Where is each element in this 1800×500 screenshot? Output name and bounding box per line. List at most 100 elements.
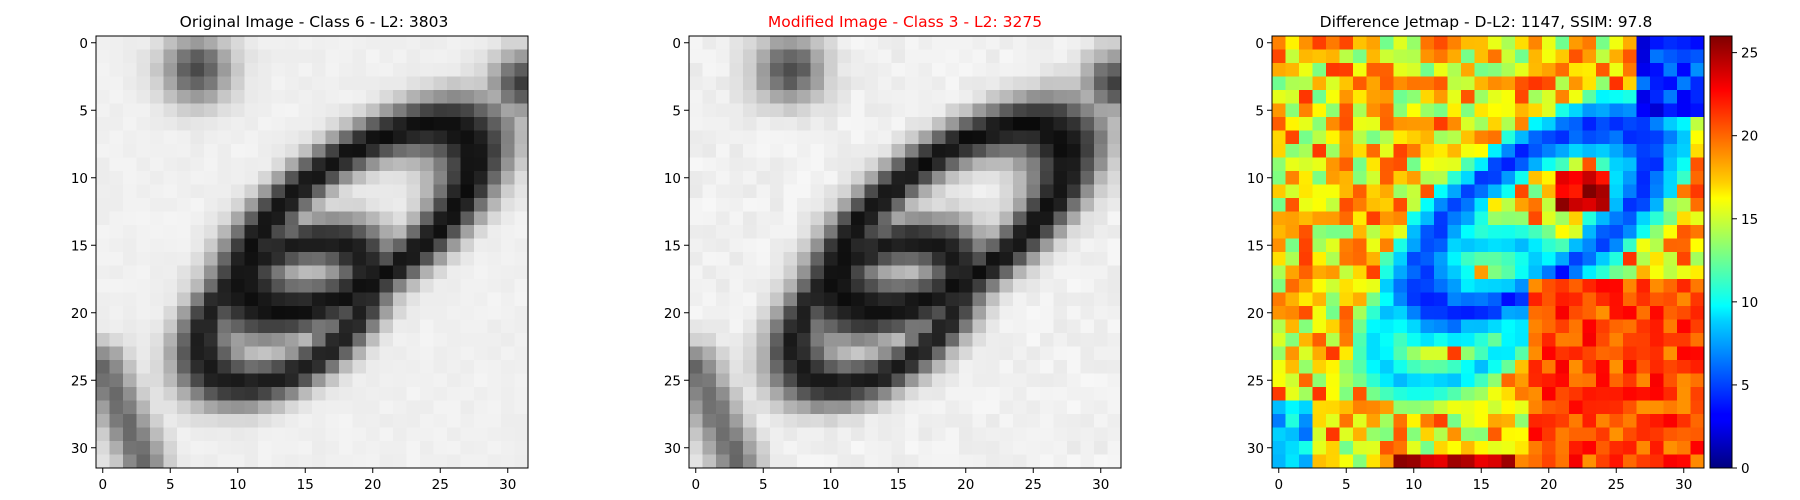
heatmap-cell: [770, 144, 784, 158]
heatmap-cell: [1393, 225, 1408, 239]
heatmap-cell: [716, 387, 730, 401]
heatmap-cell: [1582, 117, 1597, 131]
heatmap-cell: [487, 454, 502, 469]
heatmap-cell: [1555, 360, 1570, 374]
heatmap-cell: [258, 198, 272, 212]
heatmap-cell: [864, 49, 879, 64]
heatmap-cell: [231, 225, 245, 239]
heatmap-cell: [986, 36, 1000, 50]
heatmap-cell: [1555, 252, 1570, 266]
heatmap-cell: [109, 36, 124, 50]
heatmap-cell: [1623, 454, 1637, 469]
heatmap-cell: [932, 306, 946, 320]
heatmap-cell: [163, 225, 178, 239]
heatmap-cell: [945, 333, 960, 347]
heatmap-cell: [420, 238, 434, 253]
heatmap-cell: [702, 454, 717, 469]
heatmap-cell: [1393, 103, 1408, 118]
heatmap-cell: [797, 454, 811, 469]
heatmap-cell: [379, 454, 394, 469]
heatmap-cell: [204, 319, 218, 334]
heatmap-cell: [1609, 265, 1624, 280]
heatmap-cell: [824, 90, 838, 104]
heatmap-cell: [1677, 292, 1691, 307]
heatmap-cell: [1094, 427, 1108, 442]
heatmap-cell: [501, 333, 515, 347]
heatmap-cell: [447, 360, 461, 374]
heatmap-cell: [851, 157, 865, 172]
heatmap-cell: [1353, 90, 1367, 104]
heatmap-cell: [1067, 387, 1081, 401]
heatmap-cell: [1299, 49, 1313, 64]
heatmap-cell: [285, 103, 299, 118]
heatmap-cell: [1677, 441, 1691, 455]
heatmap-cell: [271, 265, 286, 280]
heatmap-cell: [514, 427, 529, 442]
heatmap-cell: [1461, 130, 1475, 145]
heatmap-cell: [1555, 117, 1570, 131]
heatmap-cell: [420, 319, 434, 334]
heatmap-cell: [1690, 117, 1705, 131]
heatmap-cell: [891, 414, 906, 428]
heatmap-cell: [1623, 265, 1637, 280]
heatmap-cell: [1067, 130, 1081, 145]
heatmap-cell: [1013, 441, 1027, 455]
heatmap-cell: [420, 184, 434, 199]
heatmap-cell: [379, 171, 394, 185]
heatmap-cell: [878, 441, 892, 455]
y-tick-label: 20: [664, 306, 681, 322]
heatmap-cell: [217, 144, 232, 158]
heatmap-cell: [460, 90, 475, 104]
heatmap-cell: [689, 49, 703, 64]
heatmap-cell: [96, 414, 110, 428]
heatmap-cell: [204, 346, 218, 361]
heatmap-cell: [824, 157, 838, 172]
heatmap-cell: [1393, 238, 1408, 253]
heatmap-cell: [1407, 90, 1421, 104]
heatmap-cell: [905, 238, 919, 253]
x-tick-label: 5: [1342, 477, 1351, 493]
heatmap-cell: [1636, 36, 1651, 50]
x-tick-label: 25: [1025, 477, 1042, 493]
heatmap-cell: [1272, 103, 1286, 118]
heatmap-cell: [1067, 292, 1081, 307]
heatmap-cell: [190, 360, 205, 374]
heatmap-cell: [1636, 238, 1651, 253]
heatmap-cell: [1080, 319, 1095, 334]
heatmap-cell: [285, 400, 299, 415]
heatmap-cell: [109, 387, 124, 401]
heatmap-cell: [379, 306, 394, 320]
heatmap-cell: [1582, 198, 1597, 212]
heatmap-cell: [986, 400, 1000, 415]
heatmap-cell: [393, 49, 407, 64]
heatmap-cell: [96, 117, 110, 131]
heatmap-cell: [393, 360, 407, 374]
heatmap-cell: [1555, 414, 1570, 428]
heatmap-cell: [1053, 252, 1068, 266]
heatmap-cell: [891, 117, 906, 131]
heatmap-cell: [447, 103, 461, 118]
heatmap-cell: [406, 76, 421, 91]
heatmap-cell: [864, 130, 879, 145]
heatmap-cell: [1596, 76, 1610, 91]
heatmap-cell: [1677, 427, 1691, 442]
heatmap-cell: [163, 184, 178, 199]
heatmap-cell: [729, 292, 744, 307]
heatmap-cell: [972, 400, 987, 415]
heatmap-cell: [1312, 238, 1327, 253]
heatmap-cell: [918, 225, 933, 239]
heatmap-cell: [918, 346, 933, 361]
heatmap-cell: [810, 211, 825, 226]
heatmap-cell: [1501, 103, 1516, 118]
heatmap-cell: [1690, 211, 1705, 226]
heatmap-cell: [298, 400, 313, 415]
heatmap-cell: [150, 454, 164, 469]
heatmap-cell: [1569, 414, 1583, 428]
heatmap-cell: [285, 373, 299, 388]
heatmap-cell: [999, 49, 1014, 64]
heatmap-cell: [1434, 36, 1448, 50]
heatmap-cell: [285, 346, 299, 361]
heatmap-cell: [1040, 144, 1054, 158]
heatmap-cell: [406, 184, 421, 199]
heatmap-cell: [837, 265, 852, 280]
